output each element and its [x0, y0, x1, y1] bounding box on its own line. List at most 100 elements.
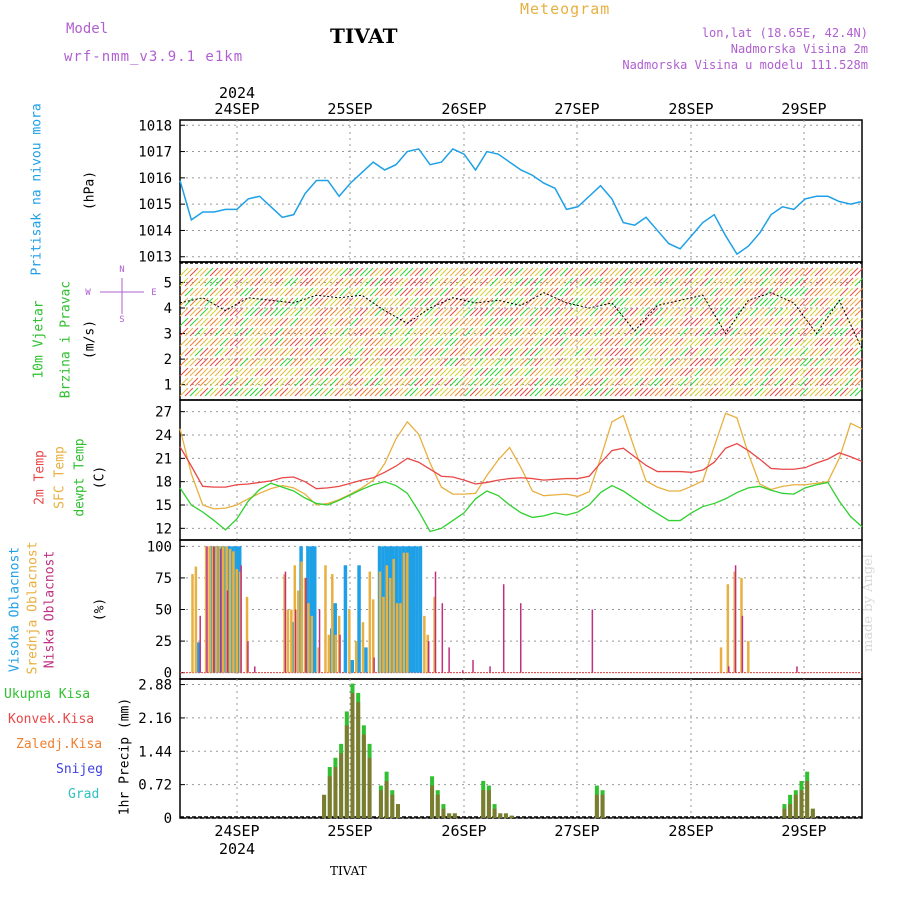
model-run: wrf-nmm_v3.9.1 e1km: [64, 49, 244, 65]
wind-barb: [369, 367, 379, 377]
model-label: Model: [66, 21, 109, 37]
wind-barb: [839, 337, 849, 347]
wind-barb: [359, 337, 369, 347]
wind-barb: [339, 347, 349, 357]
wind-barb: [344, 267, 354, 277]
cloud-bar-0: [357, 565, 361, 673]
wind-barb: [464, 277, 474, 287]
wind-barb: [259, 267, 269, 277]
wind-barb: [229, 387, 239, 397]
wind-barb: [259, 327, 269, 337]
precip-conv-bar: [367, 757, 372, 818]
wind-barb: [639, 357, 649, 367]
wind-barb: [199, 337, 209, 347]
wind-barb: [419, 347, 429, 357]
panel-frame: [179, 119, 863, 263]
wind-barb: [529, 297, 539, 307]
cloud-bar-0: [408, 546, 412, 673]
wind-barb: [449, 307, 459, 317]
wind-barb: [514, 387, 524, 397]
wind-barb: [534, 317, 544, 327]
wind-barb: [584, 347, 594, 357]
wind-barb: [499, 317, 509, 327]
wind-barb: [394, 377, 404, 387]
wind-barb: [319, 297, 329, 307]
wind-barb: [629, 337, 639, 347]
wind-barb: [799, 317, 809, 327]
wind-barb: [194, 367, 204, 377]
cloud-bar-0: [343, 565, 348, 673]
wind-barb: [554, 357, 564, 367]
wind-barb: [214, 347, 224, 357]
wind-barb: [699, 367, 709, 377]
wind-barb: [789, 307, 799, 317]
wind-barb: [399, 367, 409, 377]
wind-barb: [559, 377, 569, 387]
wind-barb: [299, 307, 309, 317]
wind-barb: [684, 327, 694, 337]
y-tick-label: 2.16: [138, 711, 172, 727]
precip-conv-bar: [594, 794, 599, 818]
wind-barb: [204, 317, 214, 327]
wind-barb: [649, 307, 659, 317]
wind-barb: [379, 357, 389, 367]
y-tick-label: 100: [147, 539, 172, 555]
wind-barb: [314, 387, 324, 397]
wind-barb: [249, 317, 259, 327]
wind-barb: [384, 387, 394, 397]
wind-barb: [389, 357, 399, 367]
wind-barb: [359, 347, 369, 357]
wind-barb: [374, 387, 384, 397]
wind-barb: [724, 337, 734, 347]
wind-barb: [529, 267, 539, 277]
wind-barb: [689, 307, 699, 317]
wind-barb: [824, 357, 834, 367]
wind-barb: [204, 267, 214, 277]
wind-barb: [599, 297, 609, 307]
wind-barb: [734, 267, 744, 277]
cloud-bar-0: [197, 642, 201, 673]
wind-barb: [774, 287, 784, 297]
wind-barb: [729, 387, 739, 397]
wind-barb: [659, 277, 669, 287]
wind-barb: [529, 377, 539, 387]
wind-barb: [684, 277, 694, 287]
y-tick-label: 1013: [138, 250, 172, 266]
wind-barb: [294, 277, 304, 287]
wind-barb: [194, 377, 204, 387]
wind-barb: [299, 297, 309, 307]
wind-barb: [264, 387, 274, 397]
wind-barb: [769, 367, 779, 377]
wind-barb: [799, 347, 809, 357]
wind-barb: [804, 347, 814, 357]
wind-barb: [384, 297, 394, 307]
wind-barb: [729, 277, 739, 287]
wind-barb: [609, 317, 619, 327]
panel-frame: [179, 678, 863, 819]
wind-barb: [219, 297, 229, 307]
wind-barb: [389, 297, 399, 307]
cloud-bar-1: [194, 566, 198, 673]
wind-barb: [344, 307, 354, 317]
wind-barb: [589, 387, 599, 397]
wind-barb: [674, 347, 684, 357]
wind-barb: [464, 297, 474, 307]
wind-barb: [549, 357, 559, 367]
wind-barb: [574, 357, 584, 367]
wind-barb: [349, 357, 359, 367]
wind-barb: [609, 367, 619, 377]
wind-barb: [299, 357, 309, 367]
wind-barb: [714, 267, 724, 277]
wind-barb: [364, 337, 374, 347]
wind-barb: [329, 287, 339, 297]
wind-barb: [414, 367, 424, 377]
wind-barb: [444, 297, 454, 307]
wind-barb: [374, 277, 384, 287]
wind-barb: [779, 337, 789, 347]
wind-barb: [274, 277, 284, 287]
wind-barb: [664, 377, 674, 387]
precip-conv-bar: [509, 815, 514, 818]
wind-barb: [184, 337, 194, 347]
wind-barb: [599, 347, 609, 357]
wind-barb: [309, 327, 319, 337]
